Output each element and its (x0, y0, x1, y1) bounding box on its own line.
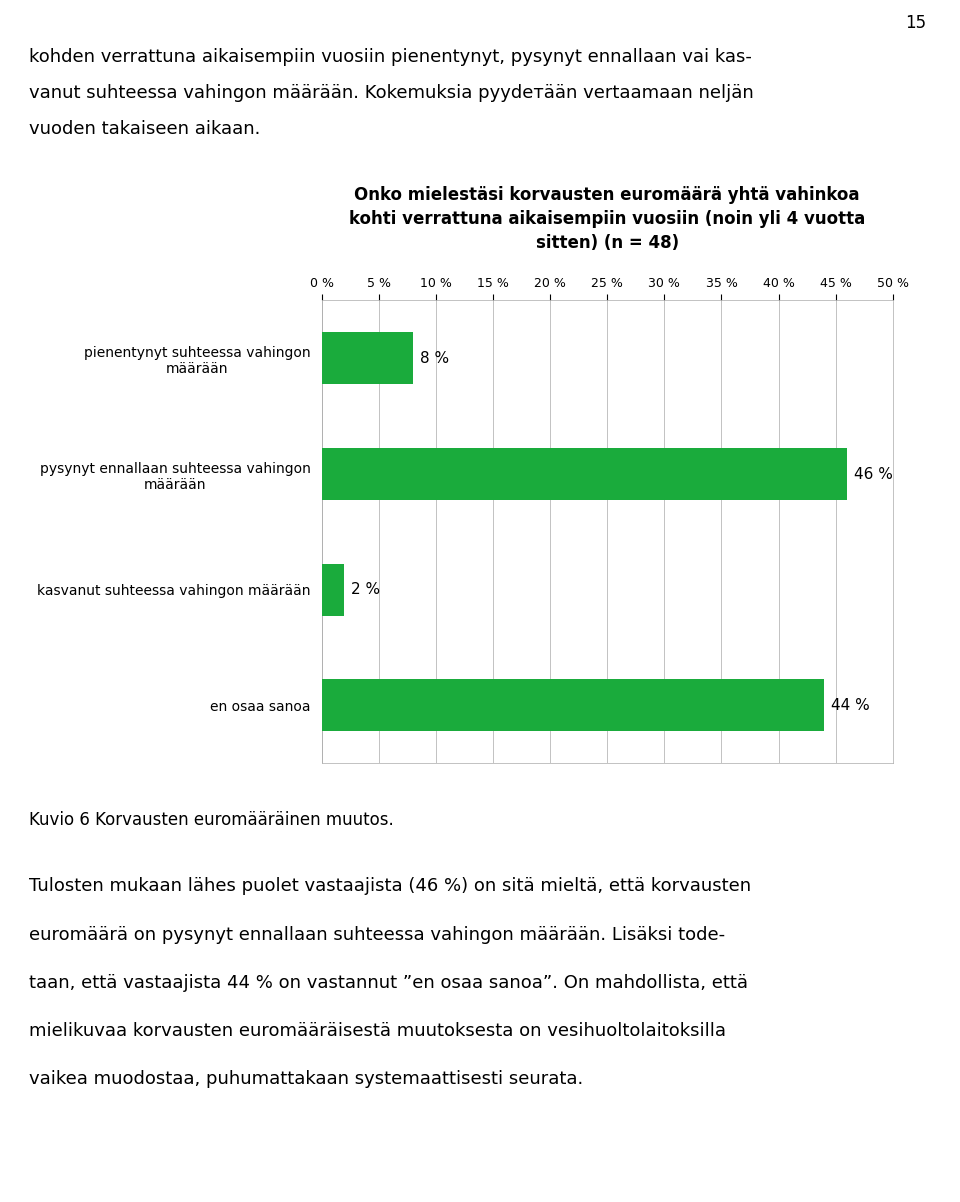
Bar (322, 564, 345, 615)
Text: Onko mielestäsi korvausten euromäärä yhtä vahinkoa
kohti verrattuna aikaisempiin: Onko mielestäsi korvausten euromäärä yht… (349, 186, 865, 251)
Bar (322, 448, 847, 500)
Text: vanut suhteessa vahingon määrään. Kokemuksia pyydетään vertaamaan neljän: vanut suhteessa vahingon määrään. Kokemu… (29, 84, 754, 102)
Text: taan, että vastaajista 44 % on vastannut ”en osaa sanoa”. On mahdollista, että: taan, että vastaajista 44 % on vastannut… (29, 974, 748, 992)
Text: 8 %: 8 % (420, 351, 449, 365)
Bar (322, 332, 413, 385)
Text: kohden verrattuna aikaisempiin vuosiin pienentynyt, pysynyt ennallaan vai kas-: kohden verrattuna aikaisempiin vuosiin p… (29, 48, 752, 66)
Bar (322, 679, 825, 732)
Text: 2 %: 2 % (351, 582, 380, 597)
Text: mielikuvaa korvausten euromääräisestä muutoksesta on vesihuoltolaitoksilla: mielikuvaa korvausten euromääräisestä mu… (29, 1022, 726, 1040)
Text: euromäärä on pysynyt ennallaan suhteessa vahingon määrään. Lisäksi tode-: euromäärä on pysynyt ennallaan suhteessa… (29, 926, 725, 944)
Text: vaikea muodostaa, puhumattakaan systemaattisesti seurata.: vaikea muodostaa, puhumattakaan systemaa… (29, 1070, 583, 1088)
Text: 44 %: 44 % (831, 698, 870, 713)
Text: vuoden takaiseen aikaan.: vuoden takaiseen aikaan. (29, 120, 260, 138)
Text: Tulosten mukaan lähes puolet vastaajista (46 %) on sitä mieltä, että korvausten: Tulosten mukaan lähes puolet vastaajista… (29, 877, 751, 895)
Text: 46 %: 46 % (854, 466, 893, 482)
Text: Kuvio 6 Korvausten euromääräinen muutos.: Kuvio 6 Korvausten euromääräinen muutos. (29, 811, 394, 829)
Text: 15: 15 (905, 14, 926, 32)
